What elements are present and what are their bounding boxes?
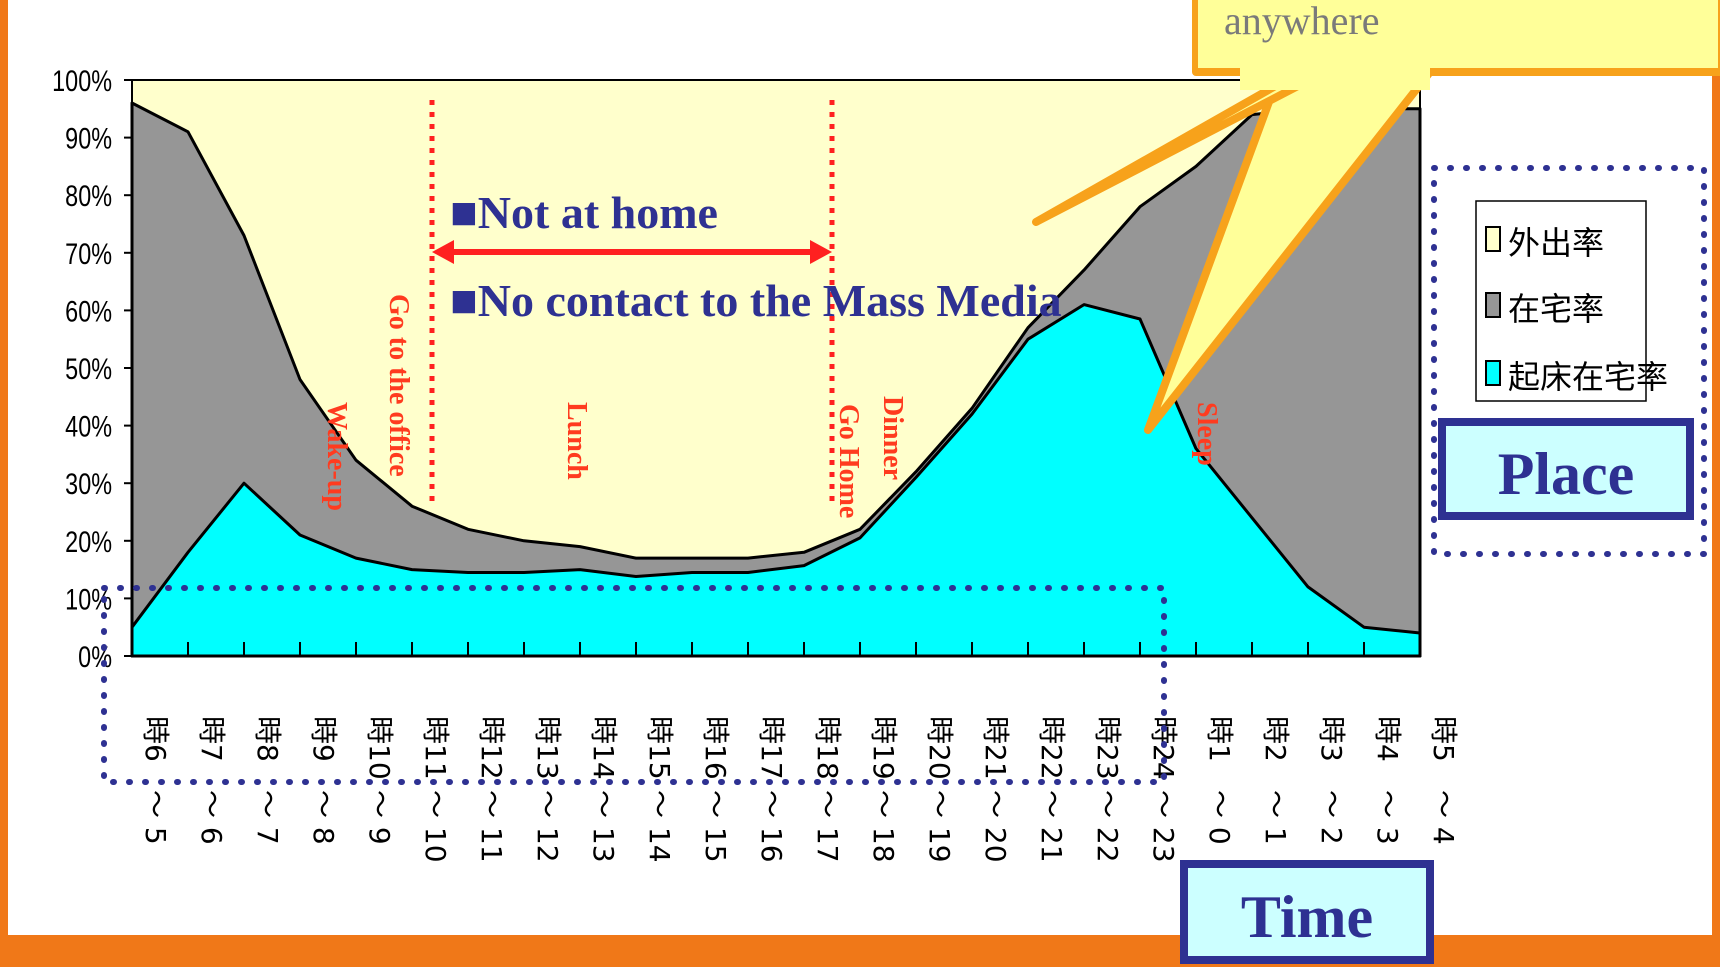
annotation-no-contact: ■No contact to the Mass Media [450, 275, 1062, 326]
x-tick-label-start: ～ 19 [923, 790, 956, 863]
x-tick-label-start: ～ 5 [139, 790, 172, 845]
x-tick-label-start: ～ 7 [251, 790, 284, 845]
legend: 外出率 在宅率 起床在宅率 [1475, 200, 1668, 402]
x-tick-label-start: ～ 8 [307, 790, 340, 845]
x-tick-label: 時20 [923, 716, 956, 780]
x-tick-label-start: ～ 17 [811, 790, 844, 863]
x-tick-label-start: ～ 13 [587, 790, 620, 863]
legend-swatch-home [1485, 292, 1501, 318]
event-label-dinner: Dinner [877, 396, 908, 480]
x-tick-label: 時1 [1203, 716, 1236, 762]
event-label-lunch: Lunch [561, 402, 592, 480]
place-dotted-box [1431, 165, 1707, 557]
x-tick-label: 時10 [363, 716, 396, 780]
callout-text: anywhere [1224, 0, 1379, 43]
x-tick-label: 時11 [419, 716, 452, 780]
y-tick-label: 80% [65, 179, 112, 212]
x-tick-label: 時15 [643, 716, 676, 780]
time-label-box [1180, 860, 1434, 964]
x-tick-label: 時2 [1259, 716, 1292, 762]
y-tick-label: 30% [65, 467, 112, 500]
y-tick-label: 70% [65, 237, 112, 270]
event-label-sleep: Sleep [1191, 402, 1222, 466]
x-tick-label-start: ～ 9 [363, 790, 396, 845]
x-tick-label: 時18 [811, 716, 844, 780]
x-tick-label-start: ～ 18 [867, 790, 900, 863]
time-label: Time [1241, 884, 1373, 950]
x-tick-label: 時12 [475, 716, 508, 780]
x-tick-label-start: ～ 4 [1427, 790, 1460, 845]
legend-label-out: 外出率 [1508, 224, 1604, 262]
speech-callout: anywhere [1032, 0, 1720, 434]
x-axis: 時6 ～ 5 時7 ～ 6 時8 ～ 7 時9 ～ 8 時10 ～ 9 時11 ～ 10 時… [131, 642, 1460, 863]
legend-label-home: 在宅率 [1508, 290, 1604, 328]
x-tick-label: 時13 [531, 716, 564, 780]
x-tick-label-start: ～ 6 [195, 790, 228, 845]
x-tick-label: 時14 [587, 716, 620, 780]
y-tick-label: 60% [65, 295, 112, 328]
place-label: Place [1498, 441, 1635, 507]
x-tick-label-start: ～ 1 [1259, 790, 1292, 845]
x-tick-label: 時5 [1427, 716, 1460, 762]
x-tick-label: 時8 [251, 716, 284, 762]
x-tick-label-start: ～ 0 [1203, 790, 1236, 845]
y-tick-label: 40% [65, 410, 112, 443]
x-tick-label: 時22 [1035, 716, 1068, 780]
x-tick-label-start: ～ 12 [531, 790, 564, 863]
x-tick-label: 時23 [1091, 716, 1124, 780]
y-tick-label: 90% [65, 122, 112, 155]
y-axis: 0%10%20%30%40%50%60%70%80%90%100% [52, 64, 132, 674]
x-tick-label-start: ～ 22 [1091, 790, 1124, 863]
y-tick-label: 0% [78, 640, 112, 673]
x-tick-label: 時17 [755, 716, 788, 780]
legend-label-awake: 起床在宅率 [1508, 358, 1668, 396]
not-home-arrow [432, 240, 832, 264]
y-tick-label: 100% [52, 64, 112, 97]
x-tick-label-start: ～ 10 [419, 790, 452, 863]
x-tick-label-start: ～ 20 [979, 790, 1012, 863]
annotation-not-at-home: ■Not at home [450, 187, 718, 238]
event-label-gohome: Go Home [833, 404, 864, 518]
x-tick-label: 時19 [867, 716, 900, 780]
x-tick-label-start: ～ 23 [1147, 790, 1180, 863]
x-tick-label-start: ～ 16 [755, 790, 788, 863]
x-tick-label: 時21 [979, 716, 1012, 780]
x-tick-label: 時3 [1315, 716, 1348, 762]
x-tick-label-start: ～ 21 [1035, 790, 1068, 863]
time-dotted-box [101, 585, 1167, 785]
x-tick-label: 時6 [139, 716, 172, 762]
legend-swatch-out [1485, 226, 1501, 252]
y-tick-label: 20% [65, 525, 112, 558]
place-label-box [1438, 418, 1694, 520]
y-tick-label: 50% [65, 352, 112, 385]
x-tick-label-start: ～ 3 [1371, 790, 1404, 845]
legend-swatch-awake [1485, 360, 1501, 386]
event-label-office: Go to the office [383, 294, 414, 477]
x-tick-label: 時4 [1371, 716, 1404, 762]
x-tick-label: 時9 [307, 716, 340, 762]
x-tick-label: 時7 [195, 716, 228, 762]
area-series-2 [130, 303, 1422, 658]
x-tick-label: 時16 [699, 716, 732, 780]
x-tick-label-start: ～ 14 [643, 790, 676, 863]
x-tick-label-start: ～ 2 [1315, 790, 1348, 845]
x-tick-label-start: ～ 11 [475, 790, 508, 863]
x-tick-label-start: ～ 15 [699, 790, 732, 863]
event-label-wakeup: Wake-up [321, 402, 352, 511]
